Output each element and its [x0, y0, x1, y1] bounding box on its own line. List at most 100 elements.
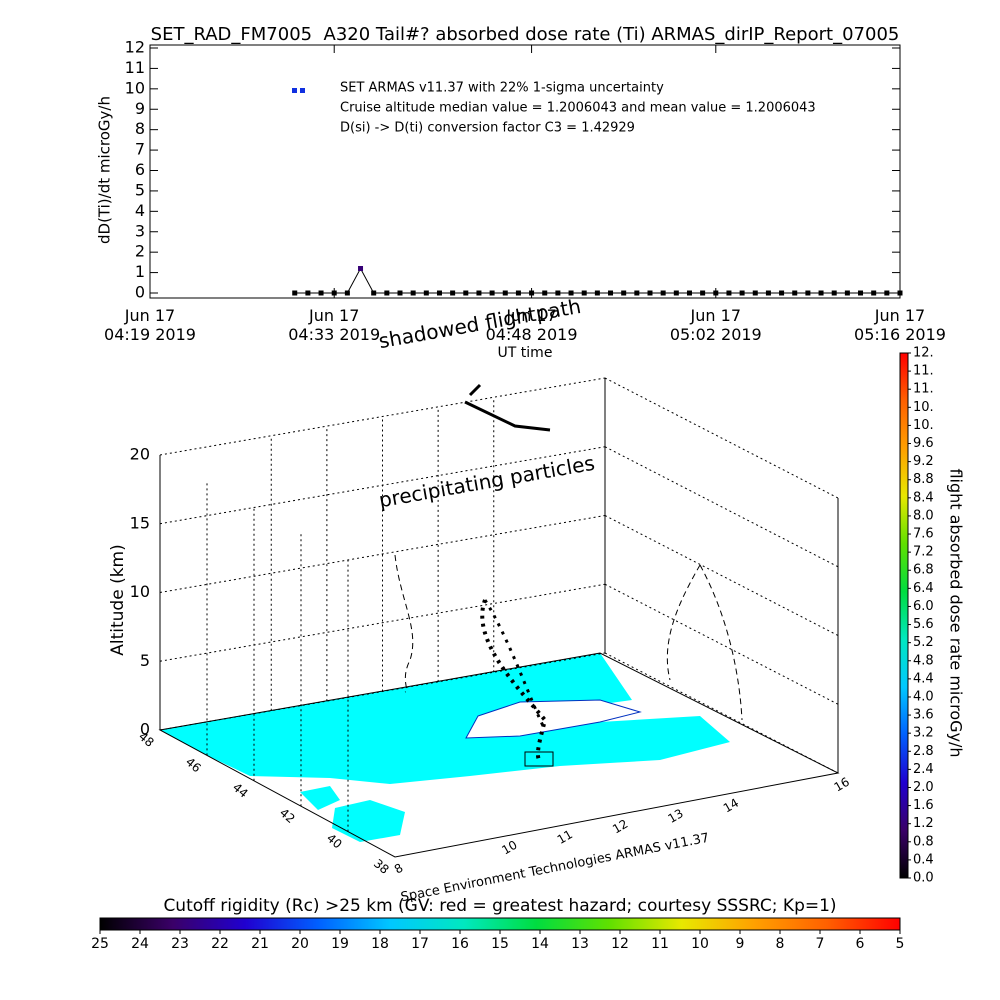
plot-frame [149, 44, 901, 299]
colorbar-tick-label: 16 [451, 936, 469, 952]
colorbar-tick-label: 5.6 [913, 617, 934, 632]
z-tick-label: 15 [130, 513, 150, 532]
y-tick-label: 1 [135, 262, 145, 281]
point [673, 290, 679, 296]
y-tick-label: 12 [125, 38, 145, 57]
lon-tick-label: 14 [721, 796, 741, 816]
colorbar-tick-label: 10 [691, 936, 709, 952]
path [480, 599, 548, 764]
y-tick-label: 6 [135, 160, 145, 179]
colorbar-tick-label: 6.0 [913, 599, 934, 614]
point [436, 290, 442, 296]
y-tick-label: 10 [125, 78, 145, 97]
y-tick-label: 9 [135, 99, 145, 118]
colorbar-tick-label: 9.2 [913, 454, 934, 469]
colorbar [99, 917, 901, 931]
legend-label: SET ARMAS v11.37 with 22% 1-sigma uncert… [340, 81, 664, 96]
grid-line [604, 446, 839, 568]
y-tick-label: 2 [135, 242, 145, 261]
credit: Space Environment Technologies ARMAS v11… [400, 831, 711, 906]
grid-line [604, 515, 839, 636]
point [476, 290, 482, 296]
point [384, 290, 390, 296]
x-tick-label: Jun 17 04:33 2019 [288, 306, 381, 344]
colorbar-tick-label: 15 [491, 936, 509, 952]
point [739, 290, 745, 296]
grid-line [604, 583, 839, 705]
point [660, 290, 666, 296]
point [542, 290, 548, 296]
lat-tick-label: 42 [277, 806, 298, 827]
point [318, 290, 324, 296]
point [529, 290, 535, 296]
colorbar-tick-label: 19 [331, 936, 349, 952]
colorbar-tick-label: 8.4 [913, 490, 934, 505]
map [158, 652, 840, 858]
colorbar-title: flight absorbed dose rate microGy/h [947, 468, 966, 757]
lon-tick-label: 10 [499, 838, 519, 858]
point [752, 290, 758, 296]
z-tick-label: 0 [140, 720, 150, 739]
x-axis-label: UT time [498, 345, 553, 361]
z-tick-label: 5 [140, 651, 150, 670]
lat-tick-label: 46 [183, 755, 204, 776]
lat-tick-label: 38 [371, 856, 392, 877]
z-tick-label: 20 [130, 445, 150, 464]
z-tick-label: 10 [130, 582, 150, 601]
grid-line [159, 515, 606, 593]
grid-line [159, 583, 606, 662]
colorbar-tick-label: 17 [411, 936, 429, 952]
line [294, 267, 900, 294]
point [858, 290, 864, 296]
colorbar-tick-label: 18 [371, 936, 389, 952]
colorbar-tick-label: 14 [531, 936, 549, 952]
colorbar-tick-label: 2.8 [913, 744, 934, 759]
colorbar-tick-label: 6 [856, 936, 865, 952]
colorbar-tick-label: 0.0 [913, 871, 934, 886]
colorbar-tick-label: 22 [211, 936, 229, 952]
land [332, 800, 405, 842]
grid-line [604, 377, 839, 499]
colorbar-tick-label: 7 [816, 936, 825, 952]
path [666, 564, 743, 721]
x-tick-label: Jun 17 04:19 2019 [104, 306, 196, 344]
legend-marker [292, 88, 297, 93]
point [726, 290, 732, 296]
colorbar-tick-label: 23 [171, 936, 189, 952]
point [594, 290, 600, 296]
annotation: D(si) -> D(ti) conversion factor C3 = 1.… [340, 121, 635, 136]
point [344, 290, 350, 296]
colorbar-tick-label: 10. [913, 400, 934, 415]
point [358, 266, 364, 271]
point [608, 290, 614, 296]
colorbar-tick-label: 3.6 [913, 708, 934, 723]
colorbar-tick-label: 3.2 [913, 726, 934, 741]
colorbar-tick-label: 11. [913, 382, 934, 397]
point [634, 290, 640, 296]
annotation: precipitating particles [377, 451, 597, 513]
colorbar-tick-label: 2.4 [913, 762, 934, 777]
x-tick-label: Jun 17 04:48 2019 [485, 306, 578, 344]
colorbar-tick-label: 10. [913, 418, 934, 433]
point [844, 290, 850, 296]
point [555, 290, 561, 296]
colorbar-tick-label: 8.8 [913, 472, 934, 487]
x-tick-label: Jun 17 05:16 2019 [854, 306, 946, 344]
colorbar-tick-label: 2.0 [913, 780, 934, 795]
point [515, 290, 521, 296]
point [568, 290, 574, 296]
land [300, 786, 340, 810]
sea [465, 699, 642, 739]
point [700, 290, 706, 296]
colorbar-tick-label: 11 [651, 936, 669, 952]
point [621, 290, 627, 296]
colorbar-tick-label: 7.2 [913, 545, 934, 560]
y-tick-label: 5 [135, 180, 145, 199]
point [686, 290, 692, 296]
colorbar-tick-label: 8 [776, 936, 785, 952]
colorbar-tick-label: 1.2 [913, 816, 934, 831]
colorbar-tick-label: 20 [291, 936, 309, 952]
point [765, 290, 771, 296]
marker [524, 751, 554, 767]
